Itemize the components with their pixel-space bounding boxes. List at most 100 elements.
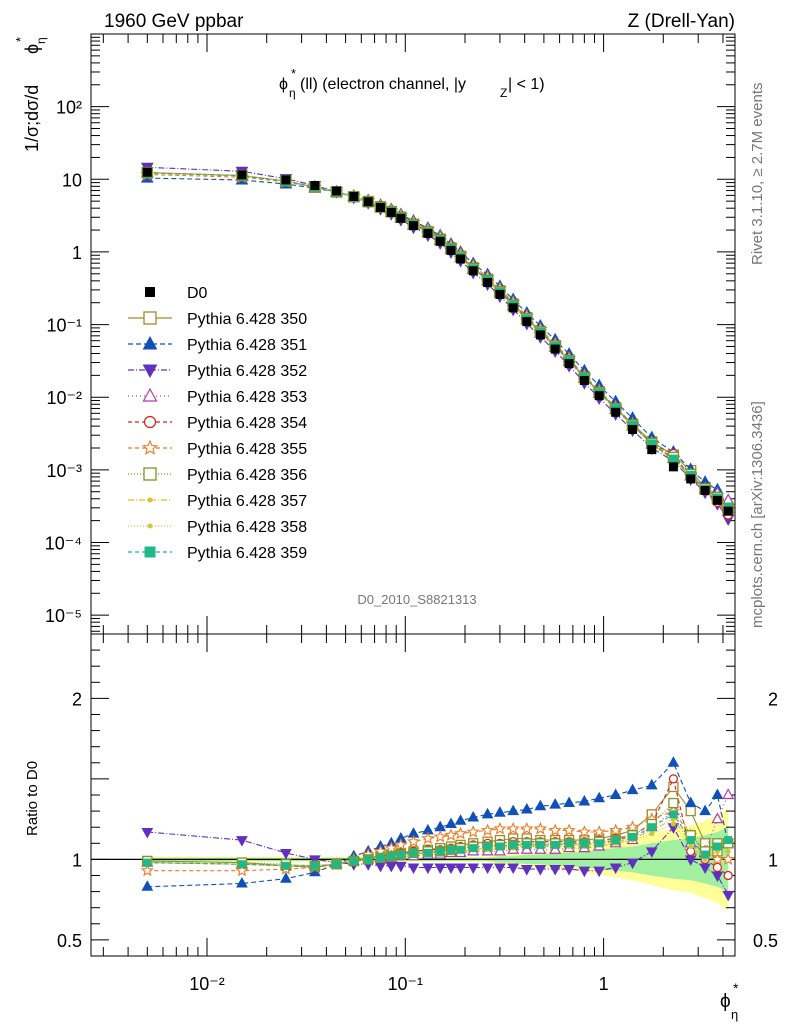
data-point [481,863,494,874]
data-point [507,804,520,816]
reference-point [409,221,419,231]
data-point [280,872,292,883]
data-point [332,860,341,869]
reference-point [435,236,445,246]
data-point [454,863,467,874]
data-point [686,836,695,845]
ratio-tick-label-right: 2 [768,689,778,709]
ratio-y-label: Ratio to D0 [24,761,41,836]
reference-point [310,181,320,191]
data-point [577,825,591,838]
data-point [495,842,504,851]
data-point [710,852,724,865]
data-point [668,781,679,793]
legend-label-9: Pythia 6.428 359 [187,545,307,562]
reference-point [686,474,696,484]
data-point [469,844,478,853]
data-point [611,836,620,845]
data-point [563,865,575,876]
data-point [395,861,407,873]
data-point [236,877,248,888]
data-point [684,796,697,808]
reference-point [508,303,518,313]
data-point [436,847,445,856]
x-axis-label: ϕ * η [720,980,739,1022]
data-point [281,861,290,870]
data-point [143,415,157,429]
header-left: 1960 GeV ppbar [104,11,244,32]
data-point [711,788,724,799]
reference-point [396,213,406,223]
data-point [237,860,246,869]
data-point [506,821,520,835]
data-point [645,847,658,858]
data-point [143,858,152,867]
data-point [144,546,156,558]
reference-point [611,407,621,417]
data-point [649,831,655,837]
data-point [466,825,480,838]
data-point [456,845,465,854]
reference-point [700,485,710,495]
data-point [592,825,606,838]
legend-marker-d0 [145,287,155,297]
data-point [142,335,158,350]
subtitle-main: (ll) (electron channel, |y [300,76,466,93]
data-point [593,791,606,803]
analysis-watermark: D0_2010_S8821313 [357,592,476,607]
data-point [595,839,604,848]
ylabel-phi: ϕ [22,44,42,54]
data-point [494,863,506,874]
ratio-tick-label-left: 2 [72,689,82,709]
legend-label-6: Pythia 6.428 356 [187,467,307,484]
ratio-tick-label-left: 0.5 [57,931,82,951]
legend-label-1: Pythia 6.428 351 [187,337,307,354]
data-point [236,836,248,847]
data-point [669,810,678,819]
data-point [384,841,398,854]
data-point [724,836,733,845]
data-point [609,788,622,799]
y-tick-label: 1 [72,243,82,263]
y-tick-label: 10 [62,170,82,190]
data-point [668,797,679,809]
legend-label-3: Pythia 6.428 353 [187,389,307,406]
reference-point [712,495,722,505]
plot-subtitle: ϕ * η (ll) (electron channel, |y Z | < 1… [279,66,545,100]
data-point [143,467,157,481]
ylabel-prefix: 1/σ;dσ/d [22,85,42,152]
data-point [445,817,457,828]
y-tick-label: 10⁻⁴ [45,533,82,553]
reference-point [281,175,291,185]
legend-label-4: Pythia 6.428 354 [187,415,307,432]
reference-data [142,167,733,516]
reference-point [483,277,493,287]
ylabel-eta: η [34,37,48,44]
data-point [712,862,723,873]
data-point [536,840,545,849]
legend-label-8: Pythia 6.428 358 [187,519,307,536]
data-point [725,848,731,854]
data-point [142,387,158,402]
data-point [549,865,562,876]
y-tick-label: 10² [56,98,82,118]
reference-point [668,462,678,472]
data-point [445,863,457,874]
data-point [409,848,418,857]
data-point [685,805,696,817]
data-point [142,364,158,379]
data-point [522,840,531,849]
data-point [626,858,639,870]
data-point [467,811,480,822]
reference-point [376,202,386,212]
data-point [534,865,547,876]
legend: D0 Pythia 6.428 350 Pythia 6.428 351 Pythia… [128,285,307,562]
data-point [626,783,639,795]
data-point [280,848,292,860]
data-point [494,806,506,817]
reference-point [446,245,456,255]
data-point [235,863,249,877]
data-point [387,852,396,861]
data-point [374,861,387,873]
